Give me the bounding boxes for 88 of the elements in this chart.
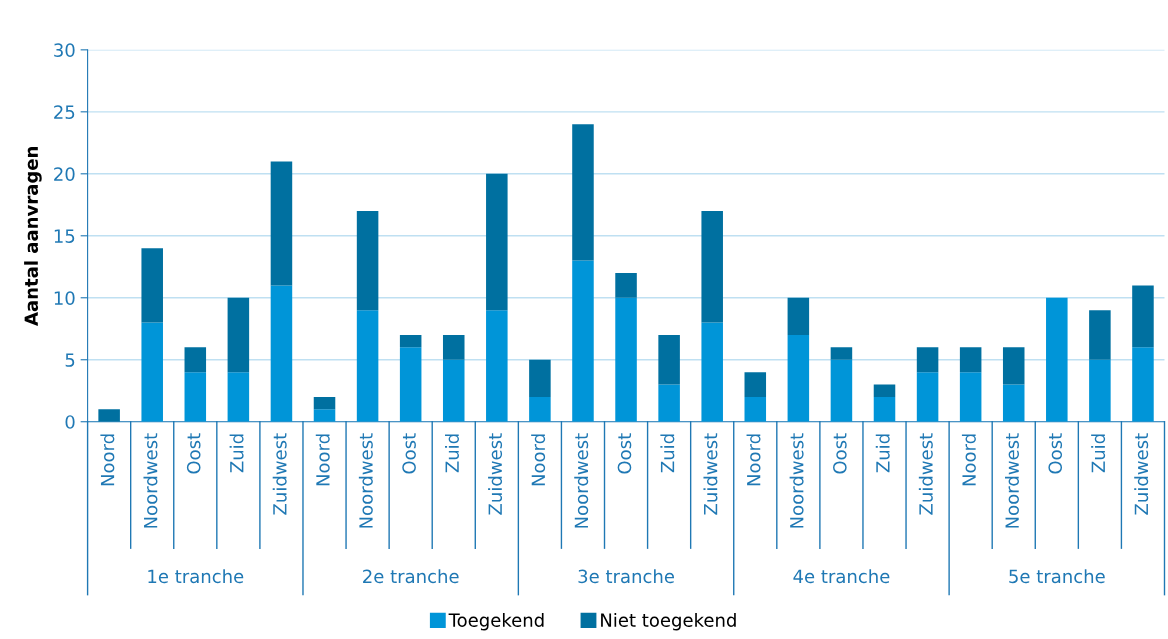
- x-tick-label: Zuidwest: [918, 433, 933, 515]
- bar: [1002, 347, 1025, 385]
- x-tick-label: Zuidwest: [1134, 433, 1149, 515]
- y-tick-label: 10: [54, 291, 75, 305]
- bar: [916, 347, 939, 373]
- y-tick-label: 15: [54, 229, 75, 243]
- y-tick-label: 25: [54, 105, 75, 119]
- x-tick-label: Zuidwest: [488, 433, 503, 515]
- bar: [1089, 359, 1111, 422]
- text: 1e tranche: [148, 569, 244, 584]
- legend-label: Toegekend: [448, 612, 544, 631]
- x-tick-label: Oost: [402, 433, 416, 474]
- x-tick-label: Zuidwest: [703, 433, 718, 515]
- bar: [658, 384, 680, 422]
- bar: [873, 396, 896, 422]
- x-tick-label: Zuid: [229, 434, 244, 473]
- bar: [1046, 297, 1068, 422]
- x-tick-label: Noordwest: [358, 433, 373, 528]
- bar: [959, 347, 982, 373]
- y-tick-label: 30: [54, 43, 75, 57]
- bar: [98, 409, 120, 422]
- x-tick-label: Noord: [746, 434, 761, 486]
- bar: [701, 322, 723, 422]
- bar: [313, 409, 336, 422]
- bar: [1132, 285, 1154, 348]
- x-tick-label: Oost: [186, 433, 201, 474]
- bar: [787, 297, 810, 335]
- bar: [916, 372, 939, 422]
- bar: [1089, 310, 1111, 360]
- bar: [830, 359, 853, 422]
- bar: [572, 260, 594, 422]
- bar: [744, 396, 767, 422]
- y-axis-title: Aantal aanvragen: [24, 147, 42, 326]
- x-tick-label: Zuid: [1091, 434, 1106, 473]
- bar: [615, 272, 637, 298]
- x-tick-label: Zuid: [445, 434, 459, 473]
- bar: [615, 297, 637, 422]
- y-tick-label: 20: [54, 167, 75, 181]
- x-tick-label: Noordwest: [789, 433, 804, 528]
- bar: [184, 372, 207, 422]
- bar: [442, 334, 465, 360]
- bar: [141, 248, 163, 323]
- bar: [1132, 347, 1154, 422]
- x-tick-label: Zuidwest: [272, 433, 287, 515]
- y-tick-label: 0: [65, 415, 75, 429]
- bar: [787, 334, 810, 422]
- bar: [356, 211, 379, 311]
- bar: [399, 334, 422, 348]
- x-tick-label: Zuid: [660, 434, 675, 473]
- text: 3e tranche: [578, 569, 674, 584]
- bar: [572, 124, 594, 261]
- x-tick-label: Oost: [1048, 433, 1063, 474]
- x-tick-label: Noord: [961, 434, 976, 486]
- bar: [873, 384, 896, 397]
- bar: [399, 347, 422, 422]
- x-tick-label: Zuid: [875, 434, 890, 473]
- bar: [184, 347, 207, 373]
- bar: [442, 359, 465, 422]
- legend-label: Niet toegekend: [601, 612, 736, 631]
- bar: [744, 372, 767, 397]
- bar: [529, 359, 551, 397]
- bar: [486, 173, 508, 311]
- x-tick-label: Oost: [833, 433, 847, 474]
- bar: [227, 372, 250, 422]
- bar: [313, 396, 336, 410]
- text: 4e tranche: [793, 569, 890, 584]
- x-tick-label: Noord: [315, 434, 330, 486]
- bar: [701, 211, 723, 323]
- bar: [486, 310, 508, 422]
- bar: [1002, 384, 1025, 422]
- x-tick-label: Noordwest: [1004, 433, 1019, 528]
- bar: [227, 297, 250, 373]
- text: 2e tranche: [363, 569, 459, 584]
- x-tick-label: Noordwest: [143, 433, 158, 528]
- x-tick-label: Noord: [531, 434, 546, 486]
- bar: [529, 396, 551, 422]
- x-tick-label: Noordwest: [574, 433, 589, 528]
- y-tick-label: 5: [65, 353, 75, 367]
- x-tick-label: Noord: [100, 434, 115, 486]
- bar: [356, 310, 379, 422]
- bar: [270, 285, 293, 422]
- bar: [959, 372, 982, 422]
- bar: [658, 334, 680, 385]
- bar: [830, 347, 853, 360]
- text: 5e tranche: [1009, 569, 1105, 584]
- bar: [141, 322, 163, 422]
- bar: [270, 161, 293, 286]
- x-tick-label: Oost: [617, 433, 632, 474]
